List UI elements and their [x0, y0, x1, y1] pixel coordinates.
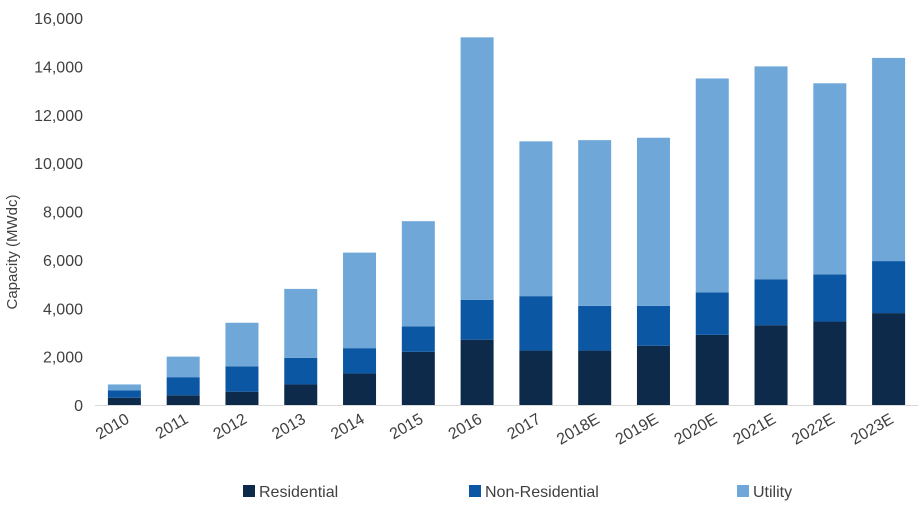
- bar-non-residential-2014: [343, 348, 377, 374]
- x-tick-label: 2021E: [730, 411, 779, 449]
- x-tick-label: 2012: [211, 411, 250, 444]
- x-tick-label: 2014: [328, 411, 367, 444]
- bar-residential-2018e: [578, 350, 612, 405]
- y-axis-label: Capacity (MWdc): [4, 194, 21, 309]
- x-axis: 2010 2011 2012 2013 2014 2015 2016 2017 2018E 201…: [93, 405, 918, 449]
- bar-utility-2018e: [578, 140, 612, 306]
- bar-utility-2019e: [636, 137, 670, 306]
- bar-residential-2019e: [636, 345, 670, 405]
- legend-swatch-residential: [243, 485, 255, 497]
- bar-residential-2017: [519, 350, 553, 405]
- bar-non-residential-2015: [401, 326, 435, 352]
- bar-non-residential-2018e: [578, 305, 612, 351]
- y-tick-label: 0: [74, 398, 83, 415]
- bar-residential-2016: [460, 339, 494, 405]
- x-tick-label: 2013: [269, 411, 308, 444]
- y-tick-label: 14,000: [34, 59, 83, 76]
- x-tick-label: 2015: [387, 411, 426, 444]
- bar-residential-2014: [343, 373, 377, 405]
- bar-residential-2022e: [813, 321, 847, 405]
- bar-utility-2013: [284, 288, 318, 358]
- bar-utility-2014: [343, 252, 377, 349]
- x-tick-label: 2018E: [554, 411, 603, 449]
- bar-residential-2013: [284, 384, 318, 405]
- x-tick-label: 2017: [505, 411, 544, 444]
- bar-residential-2021e: [754, 325, 788, 405]
- bar-non-residential-2013: [284, 357, 318, 385]
- y-tick-label: 4,000: [43, 301, 83, 318]
- x-tick-label: 2022E: [789, 411, 838, 449]
- bar-non-residential-2023e: [872, 261, 906, 314]
- y-tick-label: 10,000: [34, 156, 83, 173]
- bar-non-residential-2022e: [813, 274, 847, 322]
- x-tick-label: 2020E: [672, 411, 721, 449]
- y-tick-label: 16,000: [34, 11, 83, 28]
- bar-utility-2022e: [813, 83, 847, 275]
- bar-utility-2020e: [695, 78, 729, 293]
- bar-non-residential-2012: [225, 366, 259, 392]
- x-tick-label: 2019E: [613, 411, 662, 449]
- x-tick-label: 2023E: [848, 411, 897, 449]
- y-tick-label: 6,000: [43, 253, 83, 270]
- y-tick-label: 8,000: [43, 205, 83, 222]
- bar-utility-2016: [460, 37, 494, 300]
- bar-residential-2015: [401, 351, 435, 405]
- y-axis: 0 2,000 4,000 6,000 8,000 10,000 12,000 14,000 1…: [34, 11, 83, 415]
- x-tick-label: 2011: [153, 411, 191, 443]
- bar-non-residential-2011: [166, 377, 200, 396]
- bar-utility-2017: [519, 141, 553, 297]
- bar-non-residential-2020e: [695, 292, 729, 335]
- x-tick-label: 2016: [446, 411, 485, 444]
- bar-utility-2010: [107, 384, 141, 391]
- bar-utility-2023e: [872, 57, 906, 262]
- legend-label-residential: Residential: [259, 484, 338, 501]
- bar-non-residential-2016: [460, 299, 494, 340]
- bar-residential-2010: [107, 397, 141, 405]
- legend-swatch-utility: [737, 485, 749, 497]
- bar-residential-2011: [166, 395, 200, 405]
- bar-non-residential-2019e: [636, 305, 670, 346]
- legend: Residential Non-Residential Utility: [243, 484, 792, 501]
- legend-label-utility: Utility: [753, 484, 792, 501]
- bar-residential-2020e: [695, 334, 729, 405]
- x-tick-label: 2010: [93, 411, 132, 444]
- bar-utility-2021e: [754, 66, 788, 280]
- bar-utility-2015: [401, 221, 435, 327]
- y-tick-label: 12,000: [34, 108, 83, 125]
- bar-residential-2023e: [872, 313, 906, 405]
- legend-swatch-non-residential: [469, 485, 481, 497]
- plot-area: [107, 37, 906, 405]
- bar-non-residential-2010: [107, 390, 141, 398]
- bar-non-residential-2021e: [754, 279, 788, 326]
- bar-utility-2012: [225, 322, 259, 367]
- legend-label-non-residential: Non-Residential: [485, 484, 599, 501]
- bar-utility-2011: [166, 356, 200, 378]
- y-tick-label: 2,000: [43, 350, 83, 367]
- bar-non-residential-2017: [519, 296, 553, 351]
- bar-residential-2012: [225, 391, 259, 405]
